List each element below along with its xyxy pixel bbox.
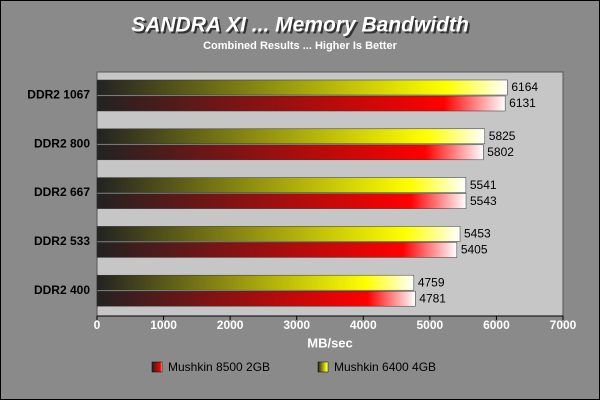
- value-label: 5453: [464, 227, 491, 241]
- y-tick-label: DDR2 1067: [27, 88, 90, 102]
- legend-label: Mushkin 8500 2GB: [168, 360, 270, 374]
- x-tick-label: 2000: [217, 318, 244, 332]
- value-label: 5543: [470, 194, 497, 208]
- chart-title: SANDRA XI ... Memory Bandwidth: [131, 14, 469, 37]
- y-tick-label: DDR2 800: [34, 136, 90, 150]
- bar: [96, 226, 461, 242]
- value-label: 6131: [509, 96, 536, 110]
- value-label: 4759: [418, 275, 445, 289]
- value-label: 6164: [511, 80, 538, 94]
- x-tick-label: 3000: [283, 318, 310, 332]
- legend-swatch: [151, 361, 163, 373]
- bar: [96, 274, 415, 291]
- legend-label: Mushkin 6400 4GB: [334, 360, 436, 374]
- value-label: 5541: [470, 178, 497, 192]
- value-label: 5802: [487, 145, 514, 159]
- bar: [96, 79, 508, 96]
- value-label: 5825: [489, 129, 516, 143]
- chart-subtitle: Combined Results ... Higher Is Better: [203, 40, 397, 52]
- x-tick-label: 7000: [550, 318, 577, 332]
- value-label: 4781: [419, 291, 446, 305]
- bar: [96, 242, 458, 258]
- y-tick-label: DDR2 667: [34, 185, 90, 199]
- x-tick-label: 0: [94, 318, 101, 332]
- title-shadow: SANDRA XI ... Memory Bandwidth: [133, 16, 471, 39]
- x-tick-label: 1000: [150, 318, 177, 332]
- x-tick-label: 6000: [483, 318, 510, 332]
- x-tick-label: 4000: [350, 318, 377, 332]
- value-label: 5405: [461, 243, 488, 257]
- legend-swatch: [317, 361, 329, 373]
- bar: [96, 290, 416, 307]
- bar: [96, 193, 467, 209]
- bar: [96, 144, 484, 161]
- bar: [96, 128, 486, 145]
- x-axis-label: MB/sec: [307, 335, 353, 350]
- bar: [96, 95, 506, 112]
- bar: [96, 177, 467, 193]
- y-tick-label: DDR2 533: [34, 234, 90, 248]
- y-tick-label: DDR2 400: [34, 283, 90, 297]
- x-tick-label: 5000: [417, 318, 444, 332]
